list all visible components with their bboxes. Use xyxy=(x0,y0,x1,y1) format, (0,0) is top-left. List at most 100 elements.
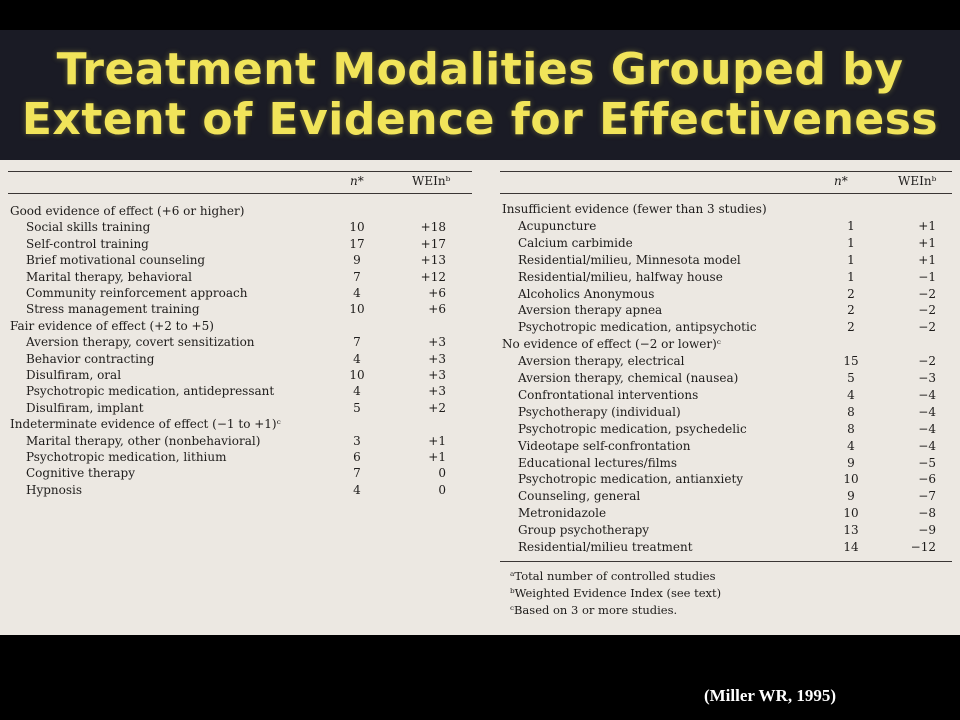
column-header-wei: WEInᵇ xyxy=(898,174,936,188)
row-label: Disulfiram, oral xyxy=(26,368,121,382)
row-label: Psychotropic medication, antidepressant xyxy=(26,384,274,398)
row-wei-value: +12 xyxy=(406,270,446,284)
row-label: Stress management training xyxy=(26,302,200,316)
row-n-value: 1 xyxy=(836,219,866,233)
row-label: Educational lectures/films xyxy=(518,456,677,470)
table-row: Social skills training 10 +18 xyxy=(8,220,472,237)
table-row: Psychotropic medication, antipsychotic 2 −… xyxy=(500,320,952,337)
row-label: Confrontational interventions xyxy=(518,388,698,402)
row-label: Psychotherapy (individual) xyxy=(518,405,681,419)
row-wei-value: +3 xyxy=(406,384,446,398)
header-rule xyxy=(8,193,472,194)
row-label: Community reinforcement approach xyxy=(26,286,247,300)
row-n-value: 3 xyxy=(342,434,372,448)
row-label: Brief motivational counseling xyxy=(26,253,205,267)
section-heading-label: Fair evidence of effect (+2 to +5) xyxy=(10,319,214,333)
slide-title-line-2: Extent of Evidence for Effectiveness xyxy=(0,94,960,145)
table-row: Self-control training 17 +17 xyxy=(8,237,472,254)
table-row: Psychotropic medication, psychedelic 8 −4 xyxy=(500,422,952,439)
column-header-wei: WEInᵇ xyxy=(412,174,450,188)
row-wei-value: −4 xyxy=(896,439,936,453)
row-wei-value: −5 xyxy=(896,456,936,470)
table-row: Metronidazole 10 −8 xyxy=(500,506,952,523)
row-wei-value: −4 xyxy=(896,405,936,419)
row-n-value: 7 xyxy=(342,466,372,480)
row-n-value: 4 xyxy=(836,439,866,453)
section-heading: No evidence of effect (−2 or lower)ᶜ xyxy=(500,337,952,354)
row-label: Disulfiram, implant xyxy=(26,401,144,415)
row-label: Psychotropic medication, psychedelic xyxy=(518,422,747,436)
table-row: Aversion therapy apnea 2 −2 xyxy=(500,303,952,320)
row-n-value: 10 xyxy=(836,506,866,520)
table-row: Marital therapy, other (nonbehavioral) 3 +… xyxy=(8,434,472,451)
citation: (Miller WR, 1995) xyxy=(704,686,836,706)
section-heading: Indeterminate evidence of effect (−1 to … xyxy=(8,417,472,434)
row-wei-value: −4 xyxy=(896,388,936,402)
top-rule xyxy=(8,171,472,172)
row-wei-value: +3 xyxy=(406,352,446,366)
table-row: Psychotropic medication, antidepressant 4… xyxy=(8,384,472,401)
row-n-value: 4 xyxy=(836,388,866,402)
footnote: ᵃTotal number of controlled studies xyxy=(510,569,716,583)
row-wei-value: −2 xyxy=(896,320,936,334)
row-label: Residential/milieu treatment xyxy=(518,540,693,554)
row-label: Social skills training xyxy=(26,220,150,234)
row-n-value: 5 xyxy=(342,401,372,415)
row-wei-value: −2 xyxy=(896,287,936,301)
row-wei-value: −2 xyxy=(896,303,936,317)
column-header-n: n* xyxy=(834,174,848,188)
table-row: Group psychotherapy 13 −9 xyxy=(500,523,952,540)
row-wei-value: +1 xyxy=(406,450,446,464)
table-row: Stress management training 10 +6 xyxy=(8,302,472,319)
table-row: Counseling, general 9 −7 xyxy=(500,489,952,506)
table-row: Psychotherapy (individual) 8 −4 xyxy=(500,405,952,422)
header-rule xyxy=(500,193,952,194)
row-wei-value: +2 xyxy=(406,401,446,415)
row-n-value: 10 xyxy=(342,220,372,234)
footnote: ᵇWeighted Evidence Index (see text) xyxy=(510,586,721,600)
table-row: Psychotropic medication, lithium 6 +1 xyxy=(8,450,472,467)
row-n-value: 9 xyxy=(342,253,372,267)
row-wei-value: +1 xyxy=(896,236,936,250)
table-row: Educational lectures/films 9 −5 xyxy=(500,456,952,473)
row-n-value: 8 xyxy=(836,422,866,436)
row-label: Aversion therapy apnea xyxy=(518,303,662,317)
row-n-value: 2 xyxy=(836,320,866,334)
row-label: Alcoholics Anonymous xyxy=(518,287,654,301)
column-header-n: n* xyxy=(350,174,364,188)
row-wei-value: +13 xyxy=(406,253,446,267)
row-n-value: 9 xyxy=(836,456,866,470)
row-label: Residential/milieu, Minnesota model xyxy=(518,253,741,267)
table-image: n* WEInᵇ Good evidence of effect (+6 or hi… xyxy=(0,160,960,635)
row-n-value: 2 xyxy=(836,287,866,301)
row-n-value: 9 xyxy=(836,489,866,503)
row-n-value: 4 xyxy=(342,286,372,300)
table-row: Aversion therapy, covert sensitization 7 +… xyxy=(8,335,472,352)
row-label: Aversion therapy, covert sensitization xyxy=(26,335,255,349)
row-wei-value: −12 xyxy=(896,540,936,554)
row-label: Psychotropic medication, antianxiety xyxy=(518,472,743,486)
section-heading-label: Good evidence of effect (+6 or higher) xyxy=(10,204,244,218)
table-row: Hypnosis 4 0 xyxy=(8,483,472,500)
row-wei-value: +17 xyxy=(406,237,446,251)
row-n-value: 13 xyxy=(836,523,866,537)
row-n-value: 1 xyxy=(836,236,866,250)
row-wei-value: +6 xyxy=(406,286,446,300)
row-n-value: 7 xyxy=(342,270,372,284)
row-wei-value: +1 xyxy=(406,434,446,448)
table-row: Residential/milieu, halfway house 1 −1 xyxy=(500,270,952,287)
table-row: Aversion therapy, chemical (nausea) 5 −3 xyxy=(500,371,952,388)
row-label: Self-control training xyxy=(26,237,149,251)
row-label: Videotape self-confrontation xyxy=(518,439,690,453)
table-row: Behavior contracting 4 +3 xyxy=(8,352,472,369)
row-label: Cognitive therapy xyxy=(26,466,135,480)
footnote: ᶜBased on 3 or more studies. xyxy=(510,603,677,617)
row-wei-value: −6 xyxy=(896,472,936,486)
row-label: Psychotropic medication, antipsychotic xyxy=(518,320,757,334)
bottom-rule xyxy=(500,561,952,562)
row-n-value: 14 xyxy=(836,540,866,554)
table-row: Cognitive therapy 7 0 xyxy=(8,466,472,483)
section-heading-label: Insufficient evidence (fewer than 3 stud… xyxy=(502,202,767,216)
row-n-value: 10 xyxy=(836,472,866,486)
row-n-value: 5 xyxy=(836,371,866,385)
